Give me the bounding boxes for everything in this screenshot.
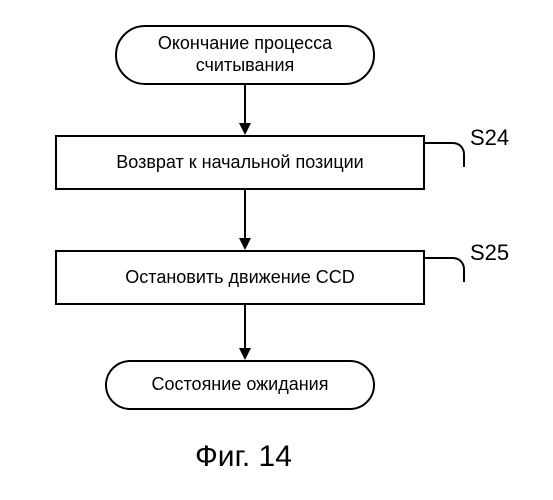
arrow-3-line (244, 305, 246, 348)
arrow-1-head (239, 123, 251, 135)
arrow-2-line (244, 190, 246, 238)
end-text: Состояние ожидания (152, 374, 329, 396)
figure-caption: Фиг. 14 (195, 440, 292, 474)
terminator-start: Окончание процесса считывания (115, 25, 375, 85)
start-text-line1: Окончание процесса (158, 33, 332, 55)
arrow-3-head (239, 348, 251, 360)
label-s24: S24 (470, 125, 509, 151)
connector-s25 (425, 257, 465, 282)
process-s25: Остановить движение CCD (55, 250, 425, 305)
s24-text: Возврат к начальной позиции (116, 152, 364, 173)
arrow-1-line (244, 85, 246, 123)
connector-s24 (425, 142, 465, 167)
label-s25: S25 (470, 240, 509, 266)
s25-text: Остановить движение CCD (125, 267, 354, 288)
terminator-end: Состояние ожидания (105, 360, 375, 410)
arrow-2-head (239, 238, 251, 250)
process-s24: Возврат к начальной позиции (55, 135, 425, 190)
flowchart-container: Окончание процесса считывания Возврат к … (0, 0, 553, 500)
start-text-line2: считывания (196, 55, 295, 77)
